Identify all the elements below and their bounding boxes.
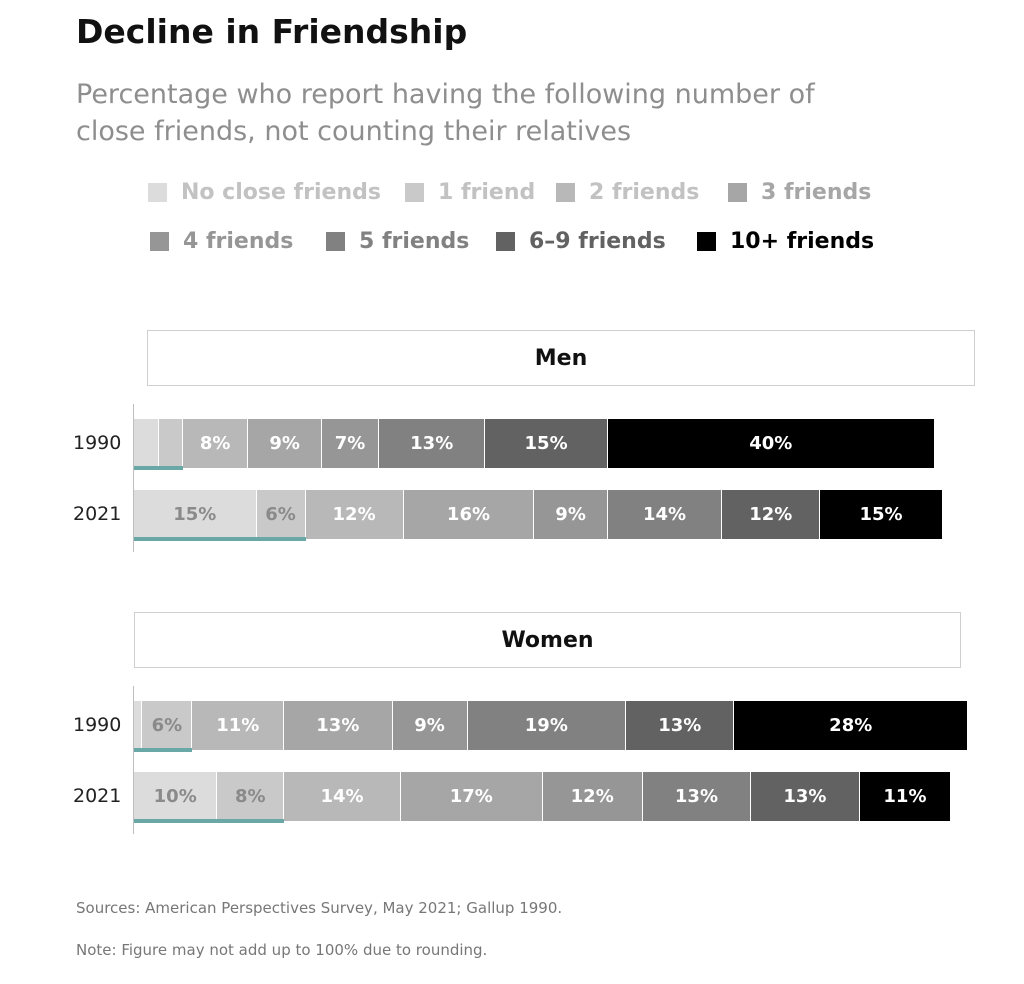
legend-swatch	[496, 232, 515, 251]
low-friends-highlight-line	[134, 748, 193, 752]
bar-segment-5-friends: 13%	[642, 772, 752, 821]
bar-segment-5-friends: 14%	[607, 490, 723, 539]
legend-swatch	[326, 232, 345, 251]
bar-segment-10-friends: 28%	[734, 701, 968, 750]
legend-swatch	[150, 232, 169, 251]
legend-swatch	[556, 183, 575, 202]
legend-item-6-9-friends: 6–9 friends	[496, 229, 666, 254]
low-friends-highlight-line	[134, 466, 184, 470]
low-friends-highlight-line	[134, 537, 306, 541]
year-label: 2021	[73, 503, 122, 525]
bar-segment-no-close-friends	[134, 701, 143, 750]
bar-segment-6-9-friends: 13%	[751, 772, 860, 821]
legend-label: 6–9 friends	[529, 229, 666, 254]
legend-item-5-friends: 5 friends	[326, 229, 469, 254]
bar-segment-no-close-friends: 10%	[134, 772, 218, 821]
bar-segment-2-friends: 11%	[192, 701, 285, 750]
bar-segment-no-close-friends: 15%	[134, 490, 257, 539]
bar-segment-3-friends: 17%	[400, 772, 543, 821]
legend-item-3-friends: 3 friends	[728, 180, 871, 205]
legend-swatch	[405, 183, 424, 202]
bar-segment-4-friends: 9%	[534, 490, 608, 539]
legend-item-10-friends: 10+ friends	[697, 229, 874, 254]
legend-label: 3 friends	[761, 180, 872, 205]
bar-segment-5-friends: 13%	[379, 419, 486, 468]
bar-segment-6-9-friends: 13%	[626, 701, 735, 750]
bar-segment-6-9-friends: 15%	[485, 419, 608, 468]
bar-segment-5-friends: 19%	[467, 701, 627, 750]
bar-segment-1-friend: 8%	[217, 772, 285, 821]
legend-swatch	[728, 183, 747, 202]
axis-line	[133, 686, 134, 834]
legend-item-1-friend: 1 friend	[405, 180, 535, 205]
legend-label: No close friends	[181, 180, 381, 205]
legend-label: 10+ friends	[730, 229, 875, 254]
legend-item-no-close-friends: No close friends	[148, 180, 381, 205]
bar-segment-1-friend	[158, 419, 183, 468]
chart-title: Decline in Friendship	[76, 12, 468, 51]
low-friends-highlight-line	[134, 819, 285, 823]
bar-segment-no-close-friends	[134, 419, 159, 468]
bar-segment-2-friends: 12%	[305, 490, 404, 539]
bar-segment-1-friend: 6%	[142, 701, 193, 750]
bar-segment-2-friends: 14%	[284, 772, 401, 821]
panel-header-women: Women	[134, 612, 961, 668]
legend-swatch	[697, 232, 716, 251]
bar-segment-10-friends: 11%	[859, 772, 952, 821]
legend-item-2-friends: 2 friends	[556, 180, 699, 205]
chart-subtitle: Percentage who report having the followi…	[76, 79, 815, 147]
bar-segment-3-friends: 9%	[248, 419, 322, 468]
bar-segment-2-friends: 8%	[183, 419, 249, 468]
legend-swatch	[148, 183, 167, 202]
rounding-note: Note: Figure may not add up to 100% due …	[76, 941, 488, 959]
legend-label: 1 friend	[438, 180, 536, 205]
bar-segment-3-friends: 16%	[403, 490, 535, 539]
bar-segment-6-9-friends: 12%	[722, 490, 821, 539]
axis-line	[133, 404, 134, 552]
bar-segment-4-friends: 7%	[321, 419, 380, 468]
year-label: 2021	[73, 785, 122, 807]
bar-segment-1-friend: 6%	[256, 490, 306, 539]
bar-segment-3-friends: 13%	[284, 701, 393, 750]
legend-label: 2 friends	[589, 180, 700, 205]
bar-segment-4-friends: 9%	[392, 701, 468, 750]
sources-note: Sources: American Perspectives Survey, M…	[76, 899, 563, 917]
legend-label: 5 friends	[359, 229, 470, 254]
legend-item-4-friends: 4 friends	[150, 229, 293, 254]
bar-segment-10-friends: 40%	[607, 419, 935, 468]
year-label: 1990	[73, 432, 122, 454]
legend-label: 4 friends	[183, 229, 294, 254]
panel-header-men: Men	[147, 330, 975, 386]
bar-segment-4-friends: 12%	[542, 772, 643, 821]
year-label: 1990	[73, 714, 122, 736]
bar-segment-10-friends: 15%	[820, 490, 943, 539]
